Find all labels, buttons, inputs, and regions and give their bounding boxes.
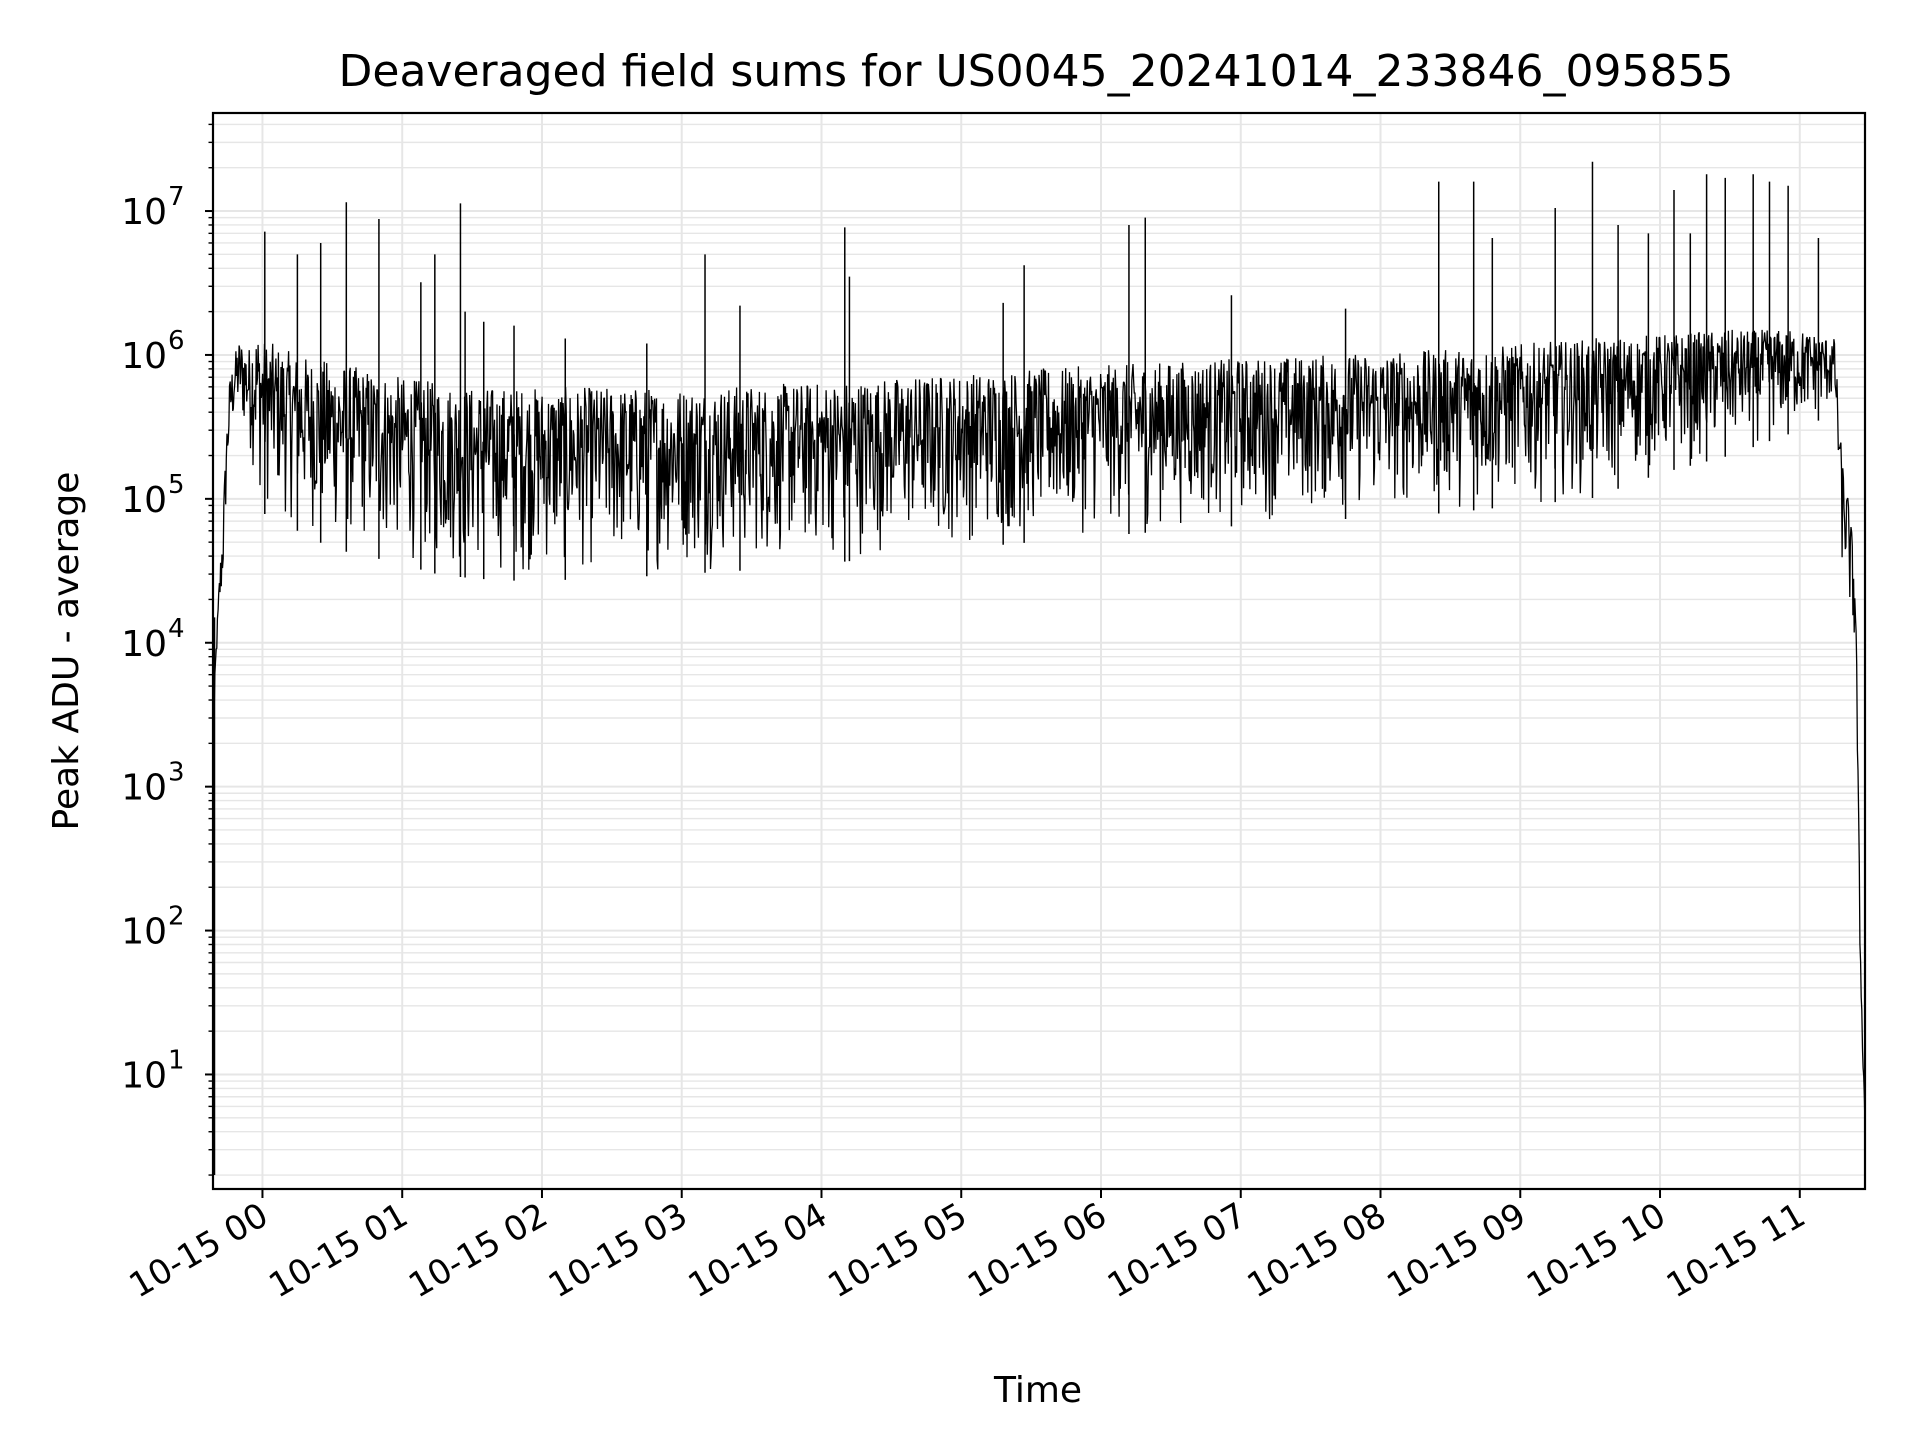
y-tick-exponent: 4 xyxy=(168,614,185,644)
x-axis-label: Time xyxy=(993,1370,1082,1411)
y-tick-exponent: 7 xyxy=(168,182,185,212)
y-tick-label: 10 6 xyxy=(121,326,184,377)
y-tick-label: 10 3 xyxy=(121,758,184,809)
y-tick-label: 10 7 xyxy=(121,182,184,233)
y-tick-exponent: 3 xyxy=(168,758,185,788)
y-tick-base: 10 xyxy=(121,768,167,809)
y-tick-base: 10 xyxy=(121,192,167,233)
y-tick-base: 10 xyxy=(121,336,167,377)
y-tick-exponent: 6 xyxy=(168,326,185,356)
y-tick-exponent: 5 xyxy=(168,470,185,500)
y-tick-base: 10 xyxy=(121,624,167,665)
y-tick-base: 10 xyxy=(121,1055,167,1096)
y-tick-label: 10 1 xyxy=(121,1045,184,1096)
y-axis-label: Peak ADU - average xyxy=(46,472,87,831)
y-tick-label: 10 2 xyxy=(121,902,184,953)
y-tick-label: 10 5 xyxy=(121,470,184,521)
y-tick-base: 10 xyxy=(121,912,167,953)
grid xyxy=(213,113,1865,1189)
plot-frame xyxy=(211,111,1867,1191)
chart-title: Deaveraged field sums for US0045_2024101… xyxy=(339,46,1734,97)
y-tick-label: 10 4 xyxy=(121,614,184,665)
y-tick-exponent: 2 xyxy=(168,902,185,932)
plot-area xyxy=(212,161,1866,1176)
y-tick-base: 10 xyxy=(121,480,167,521)
y-tick-exponent: 1 xyxy=(168,1045,185,1075)
data-series-line xyxy=(212,329,1866,1176)
